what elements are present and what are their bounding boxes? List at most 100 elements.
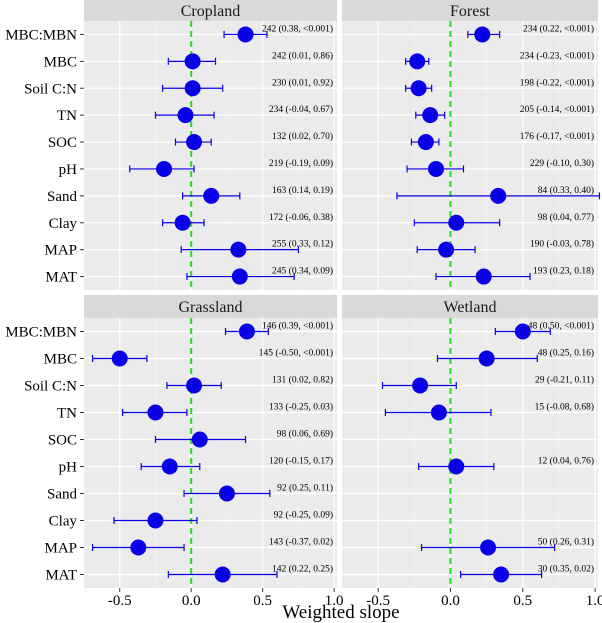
point-annotation: 245 (0.34, 0.09)	[272, 266, 333, 277]
y-tick-label: MBC	[44, 352, 77, 368]
point-annotation: 172 (-0.06, 0.38)	[269, 212, 333, 223]
point-annotation: 98 (0.06, 0.69)	[277, 429, 333, 440]
point-annotation: 50 (0.26, 0.31)	[538, 537, 594, 548]
data-point	[231, 268, 248, 285]
point-annotation: 205 (-0.14, <0.001)	[520, 104, 594, 115]
data-point	[422, 107, 439, 124]
point-annotation: 242 (0.38, <0.001)	[262, 23, 333, 34]
x-tick-label: 0.0	[441, 593, 460, 609]
point-annotation: 229 (-0.10, 0.30)	[530, 158, 594, 169]
data-point	[475, 268, 492, 285]
data-point	[490, 187, 507, 204]
data-point	[428, 160, 445, 177]
y-tick-label: MAP	[44, 541, 77, 557]
x-tick-label: 1.0	[586, 593, 602, 609]
point-annotation: 12 (0.04, 0.76)	[538, 456, 594, 467]
data-point	[214, 566, 231, 583]
data-point	[177, 107, 194, 124]
x-tick-label: 0.0	[182, 593, 201, 609]
y-tick-label: Soil C:N	[24, 379, 77, 395]
point-annotation: 132 (0.02, 0.70)	[272, 131, 333, 142]
point-annotation: 198 (-0.22, <0.001)	[520, 77, 594, 88]
point-annotation: 29 (-0.21, 0.11)	[535, 375, 594, 386]
x-axis-title: Weighted slope	[282, 602, 399, 623]
facet-strip	[84, 0, 337, 21]
data-point	[448, 458, 465, 475]
data-point	[430, 404, 447, 421]
x-tick-label: 0.5	[253, 593, 272, 609]
y-tick-label: MBC:MBN	[5, 27, 77, 43]
y-tick-label: Clay	[49, 514, 78, 530]
y-tick-label: Clay	[49, 216, 78, 232]
point-annotation: 242 (0.01, 0.86)	[272, 50, 333, 61]
point-annotation: 234 (-0.04, 0.67)	[269, 104, 333, 115]
point-annotation: 30 (0.35, 0.02)	[538, 564, 594, 575]
data-point	[156, 160, 173, 177]
x-tick-label: -0.5	[366, 593, 390, 609]
y-tick-label: Sand	[47, 487, 78, 503]
data-point	[493, 566, 510, 583]
point-annotation: 131 (0.02, 0.82)	[272, 375, 333, 386]
x-tick-label: 0.5	[513, 593, 532, 609]
facet-title: Grassland	[179, 299, 243, 316]
x-tick-label: -0.5	[108, 593, 132, 609]
y-tick-label: SOC	[48, 433, 77, 449]
point-annotation: 98 (0.04, 0.77)	[538, 212, 594, 223]
panel-background	[84, 21, 337, 290]
data-point	[191, 431, 208, 448]
facet-strip	[84, 295, 337, 318]
data-point	[111, 350, 128, 367]
point-annotation: 176 (-0.17, <0.001)	[520, 131, 594, 142]
facet-strip	[342, 295, 598, 318]
point-annotation: 142 (0.22, 0.25)	[272, 564, 333, 575]
data-point	[438, 241, 455, 258]
point-annotation: 133 (-0.25, 0.03)	[269, 402, 333, 413]
point-annotation: 48 (0.25, 0.16)	[538, 348, 594, 359]
data-point	[480, 539, 497, 556]
data-point	[238, 323, 255, 340]
point-annotation: 193 (0.23, 0.18)	[533, 266, 594, 277]
data-point	[186, 134, 203, 151]
facet-strip	[342, 0, 598, 21]
y-tick-label: TN	[57, 406, 77, 422]
data-point	[203, 187, 220, 204]
data-point	[409, 53, 426, 70]
data-point	[474, 26, 491, 43]
y-tick-label: MAT	[45, 270, 77, 286]
point-annotation: 234 (0.22, <0.001)	[523, 23, 594, 34]
point-annotation: 219 (-0.19, 0.09)	[269, 158, 333, 169]
data-point	[147, 512, 164, 529]
y-tick-label: pH	[59, 162, 78, 178]
point-annotation: 92 (0.25, 0.11)	[277, 483, 333, 494]
point-annotation: 84 (0.33, 0.40)	[538, 185, 594, 196]
data-point	[514, 323, 531, 340]
point-annotation: 143 (-0.37, 0.02)	[269, 537, 333, 548]
data-point	[218, 485, 235, 502]
data-point	[174, 214, 191, 231]
point-annotation: 120 (-0.15, 0.17)	[269, 456, 333, 467]
facet-title: Cropland	[181, 3, 241, 20]
y-tick-label: Sand	[47, 189, 78, 205]
point-annotation: 146 (0.39, <0.001)	[262, 321, 333, 332]
data-point	[161, 458, 178, 475]
data-point	[410, 80, 427, 97]
panel-background	[342, 21, 598, 290]
facet-title: Wetland	[444, 299, 497, 316]
x-tick-label: 1.0	[325, 593, 344, 609]
y-tick-label: pH	[59, 460, 78, 476]
point-annotation: 230 (0.01, 0.92)	[272, 77, 333, 88]
y-tick-label: Soil C:N	[24, 81, 77, 97]
data-point	[186, 377, 203, 394]
y-tick-label: MBC:MBN	[5, 325, 77, 341]
point-annotation: 163 (0.14, 0.19)	[272, 185, 333, 196]
data-point	[147, 404, 164, 421]
y-tick-label: TN	[57, 108, 77, 124]
point-annotation: 15 (-0.08, 0.68)	[535, 402, 594, 413]
point-annotation: 92 (-0.25, 0.09)	[274, 510, 333, 521]
data-point	[478, 350, 495, 367]
data-point	[184, 80, 201, 97]
point-annotation: 145 (-0.50, <0.001)	[259, 348, 333, 359]
data-point	[130, 539, 147, 556]
data-point	[448, 214, 465, 231]
point-annotation: 255 (0.33, 0.12)	[272, 239, 333, 250]
